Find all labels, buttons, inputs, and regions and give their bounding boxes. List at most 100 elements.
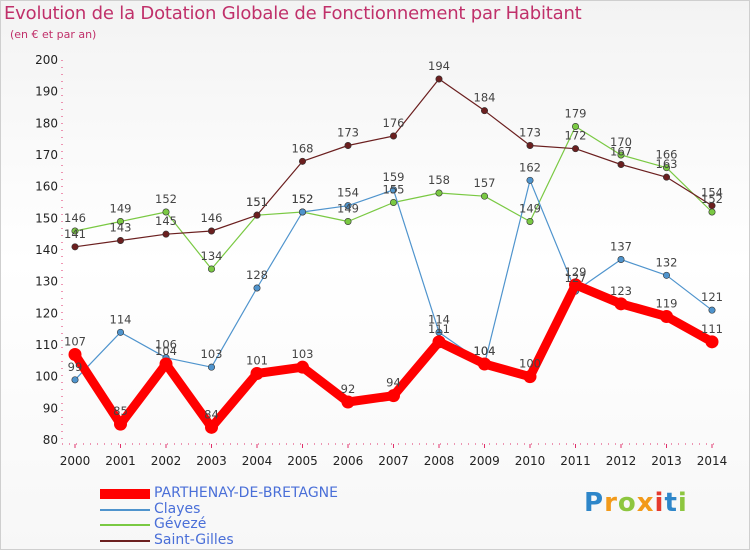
- data-point: [526, 176, 534, 184]
- data-label: 114: [110, 312, 132, 326]
- x-tick-label: 2003: [196, 454, 227, 468]
- chart-title: Evolution de la Dotation Globale de Fonc…: [4, 3, 582, 24]
- data-label: 111: [701, 322, 723, 336]
- data-label: 179: [565, 107, 587, 121]
- data-point: [253, 284, 261, 292]
- data-label: 111: [428, 322, 450, 336]
- data-label: 84: [204, 407, 219, 421]
- data-label: 145: [155, 214, 177, 228]
- data-label: 149: [337, 202, 359, 216]
- data-point: [526, 218, 534, 226]
- legend-swatch: [100, 524, 150, 526]
- data-label: 92: [341, 382, 356, 396]
- data-label: 170: [610, 135, 632, 149]
- data-point: [662, 173, 670, 181]
- data-label: 121: [701, 290, 723, 304]
- legend-label: Clayes: [154, 500, 201, 517]
- data-point: [389, 186, 397, 194]
- data-point: [117, 218, 125, 226]
- x-tick-label: 2012: [606, 454, 637, 468]
- data-label: 159: [383, 170, 405, 184]
- data-point: [526, 142, 534, 150]
- data-point: [569, 278, 582, 292]
- x-tick-label: 2008: [424, 454, 455, 468]
- y-tick-label: 130: [35, 275, 58, 289]
- data-point: [205, 420, 218, 434]
- data-point: [162, 230, 170, 238]
- data-point: [208, 363, 216, 371]
- data-label: 172: [565, 129, 587, 143]
- data-point: [435, 75, 443, 83]
- y-tick-label: 140: [35, 243, 58, 257]
- legend-label: PARTHENAY-DE-BRETAGNE: [154, 485, 338, 501]
- data-label: 134: [201, 249, 223, 263]
- data-point: [250, 367, 264, 380]
- data-label: 149: [110, 202, 132, 216]
- data-label: 128: [246, 268, 268, 282]
- data-label: 162: [519, 160, 541, 174]
- data-point: [71, 376, 79, 384]
- data-label: 104: [474, 344, 496, 358]
- data-point: [71, 243, 79, 251]
- data-label: 152: [292, 192, 314, 206]
- data-point: [298, 157, 306, 165]
- data-label: 157: [474, 176, 496, 190]
- data-label: 103: [292, 347, 314, 361]
- legend-label: Gévezé: [154, 516, 207, 532]
- x-tick-label: 2001: [105, 454, 136, 468]
- legend-swatch: [100, 508, 150, 511]
- data-point: [68, 348, 82, 361]
- data-label: 123: [610, 284, 632, 298]
- data-point: [708, 208, 716, 216]
- data-label: 166: [656, 148, 678, 162]
- data-label: 149: [519, 202, 541, 216]
- data-label: 101: [246, 354, 268, 368]
- data-point: [387, 389, 400, 403]
- y-tick-label: 150: [35, 211, 58, 225]
- data-point: [389, 199, 397, 207]
- data-label: 163: [656, 157, 678, 171]
- data-label: 155: [383, 183, 405, 197]
- data-label: 167: [610, 145, 632, 159]
- x-tick-label: 2011: [560, 454, 591, 468]
- data-label: 141: [64, 227, 86, 241]
- data-label: 100: [519, 357, 541, 371]
- y-tick-label: 170: [35, 148, 58, 162]
- data-point: [435, 189, 443, 197]
- data-point: [298, 208, 306, 216]
- data-point: [253, 211, 261, 219]
- legend-swatch: [100, 539, 150, 542]
- data-point: [389, 132, 397, 140]
- data-point: [162, 208, 170, 216]
- x-tick-label: 2009: [469, 454, 500, 468]
- data-label: 154: [701, 186, 723, 200]
- data-point: [571, 145, 579, 153]
- data-label: 184: [474, 91, 496, 105]
- data-point: [614, 297, 628, 311]
- data-point: [708, 202, 716, 210]
- x-tick-label: 2006: [333, 454, 364, 468]
- x-tick-label: 2000: [60, 454, 91, 468]
- data-point: [344, 218, 352, 226]
- y-tick-label: 190: [35, 85, 58, 99]
- data-point: [708, 306, 716, 314]
- data-point: [159, 357, 173, 371]
- data-point: [208, 265, 216, 273]
- data-label: 151: [246, 195, 268, 209]
- data-label: 137: [610, 240, 632, 254]
- data-point: [480, 107, 488, 115]
- data-point: [341, 395, 355, 409]
- data-point: [478, 357, 491, 371]
- y-tick-label: 180: [35, 116, 58, 130]
- data-point: [617, 161, 625, 169]
- data-point: [480, 192, 488, 200]
- data-label: 104: [474, 344, 496, 358]
- x-tick-label: 2002: [151, 454, 182, 468]
- y-tick-label: 160: [35, 180, 58, 194]
- data-label: 94: [386, 376, 401, 390]
- data-label: 176: [383, 116, 405, 130]
- data-label: 146: [201, 211, 223, 225]
- data-label: 119: [656, 297, 678, 311]
